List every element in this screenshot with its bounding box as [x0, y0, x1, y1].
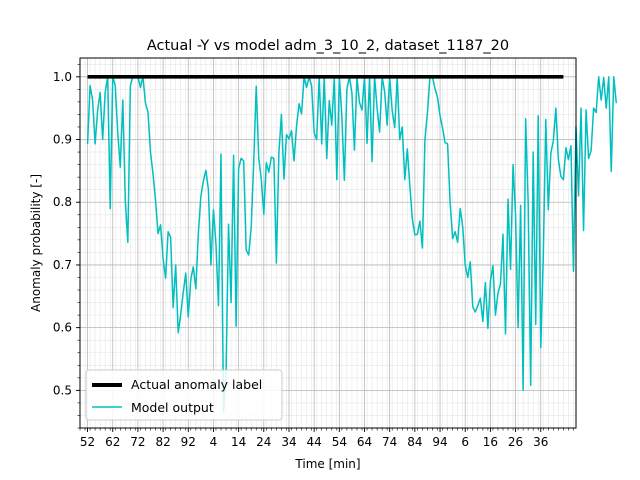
series-layer: [86, 75, 618, 414]
x-tick-label: 52: [80, 435, 95, 449]
y-tick-label: 0.7: [53, 258, 72, 272]
x-tick-label: 82: [155, 435, 170, 449]
x-tick-label: 72: [130, 435, 145, 449]
plot-frame: [79, 57, 577, 429]
x-tick-label: 92: [181, 435, 196, 449]
legend-box: [85, 369, 283, 421]
x-tick-label: 64: [357, 435, 372, 449]
chart-title: Actual -Y vs model adm_3_10_2, dataset_1…: [147, 38, 509, 54]
legend-label-model: Model output: [131, 400, 214, 415]
y-tick-label: 0.9: [53, 133, 72, 147]
series-line-model-output: [86, 76, 618, 414]
y-tick-label: 1.0: [53, 70, 72, 84]
x-tick-label: 84: [407, 435, 422, 449]
x-tick-label: 74: [382, 435, 397, 449]
x-tick-label: 36: [533, 435, 548, 449]
x-tick-label: 24: [256, 435, 271, 449]
y-tick-label: 0.5: [53, 383, 72, 397]
x-tick-label: 26: [508, 435, 523, 449]
x-tick-label: 94: [432, 435, 447, 449]
x-tick-label: 14: [231, 435, 246, 449]
legend: Actual anomaly label Model output: [85, 369, 283, 421]
y-tick-label: 0.8: [53, 195, 72, 209]
x-tick-label: 6: [461, 435, 469, 449]
y-axis-label: Anomaly probability [-]: [29, 174, 43, 312]
x-axis-label: Time [min]: [294, 457, 360, 471]
x-tick-label: 34: [281, 435, 296, 449]
x-tick-label: 4: [210, 435, 218, 449]
legend-label-actual: Actual anomaly label: [131, 377, 262, 392]
y-tick-label: 0.6: [53, 321, 72, 335]
axis-ticks: 52 62 72 82 92 4 14 24 34 44 54 64 74 84 94 6 16 26 36 0.5 0…: [53, 63, 574, 449]
x-tick-label: 62: [105, 435, 120, 449]
x-tick-label: 44: [307, 435, 322, 449]
x-tick-label: 54: [332, 435, 347, 449]
x-tick-label: 16: [483, 435, 498, 449]
